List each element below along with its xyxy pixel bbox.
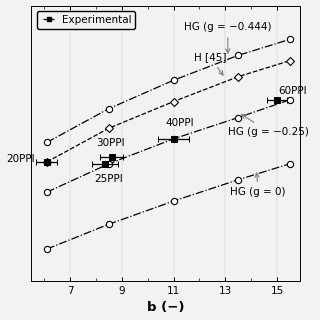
Text: HG (g = −0.25): HG (g = −0.25) [228, 114, 309, 137]
Legend: Experimental: Experimental [36, 11, 135, 29]
Text: 60PPI: 60PPI [278, 86, 307, 96]
Text: 30PPI: 30PPI [96, 138, 124, 148]
Text: 40PPI: 40PPI [166, 118, 195, 128]
Text: H [45]: H [45] [194, 52, 227, 75]
Text: HG (g = 0): HG (g = 0) [230, 173, 286, 197]
Text: 20PPI: 20PPI [6, 154, 35, 164]
Text: HG (g = −0.444): HG (g = −0.444) [184, 22, 271, 53]
X-axis label: b (−): b (−) [147, 301, 185, 315]
Text: 25PPI: 25PPI [94, 174, 123, 184]
